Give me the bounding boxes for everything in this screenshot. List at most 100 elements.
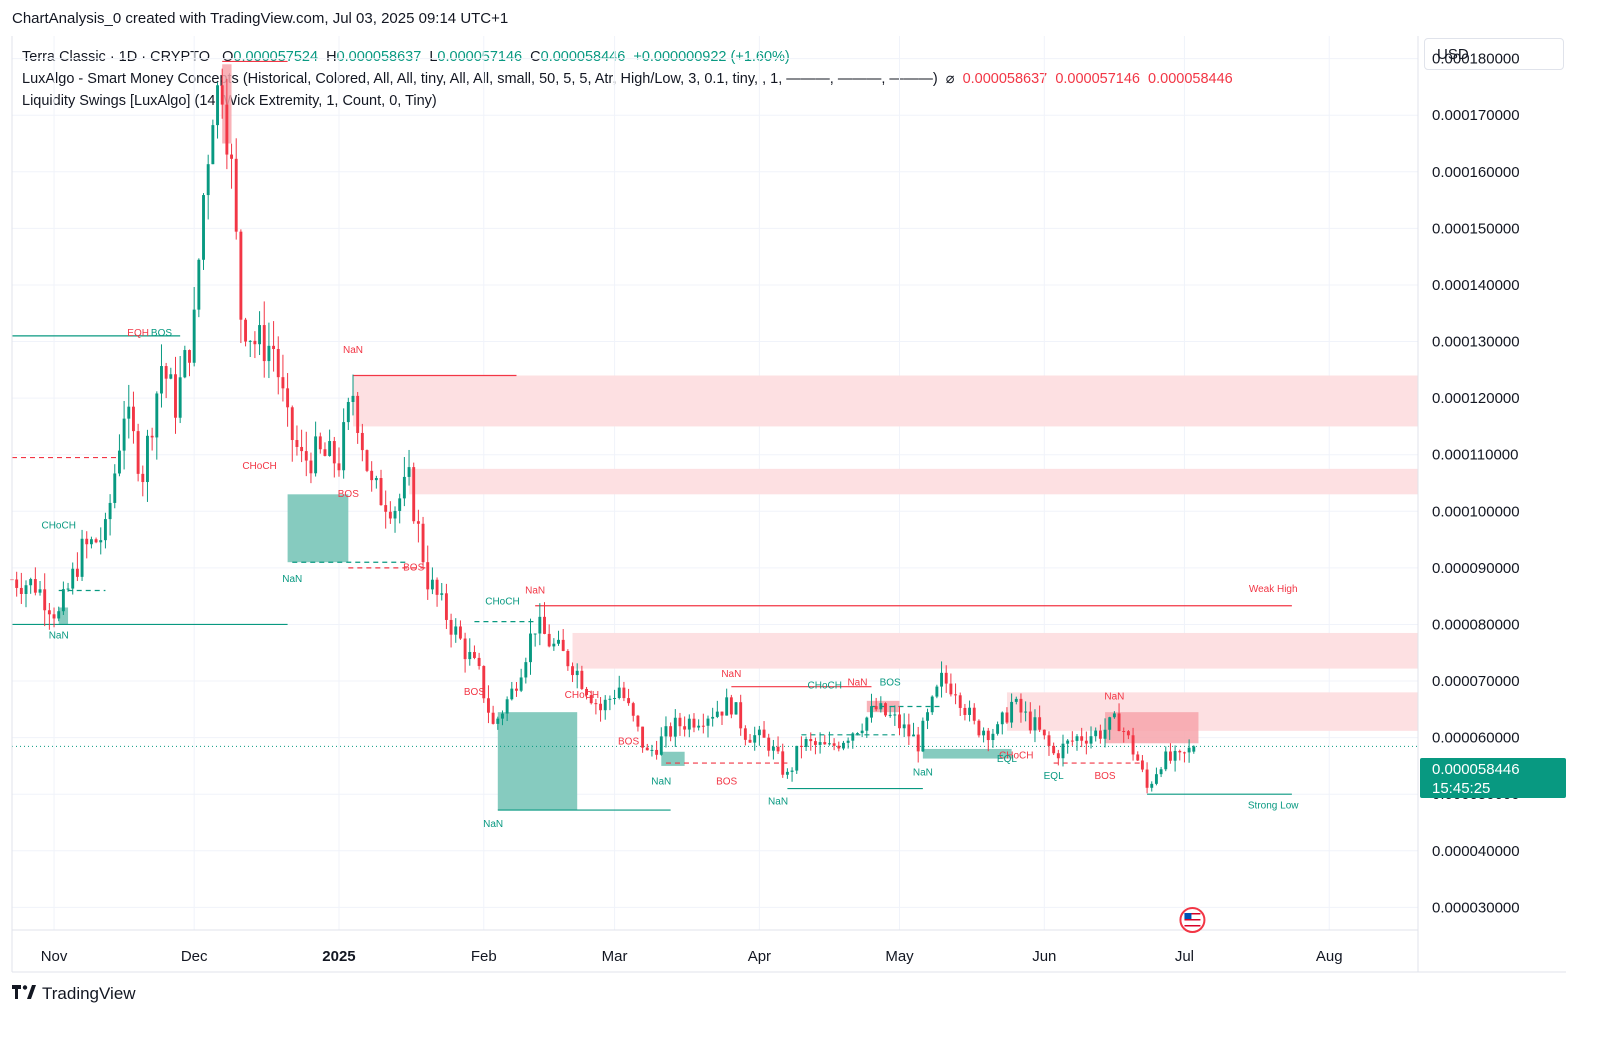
candle-body bbox=[323, 449, 327, 456]
annotation-strong-low: Strong Low bbox=[1248, 800, 1299, 811]
candle-body bbox=[921, 720, 925, 752]
candle bbox=[136, 423, 140, 482]
candle-body bbox=[430, 579, 434, 590]
candle-body bbox=[515, 688, 518, 691]
order-block-supply bbox=[1006, 692, 1418, 731]
order-block-demand bbox=[287, 494, 349, 563]
candle bbox=[440, 582, 444, 601]
candle bbox=[370, 461, 374, 492]
indicator-smc-label[interactable]: LuxAlgo - Smart Money Concepts (Historic… bbox=[22, 71, 938, 87]
candle-body bbox=[781, 751, 785, 775]
candle bbox=[501, 710, 504, 726]
y-tick-label: 0.000170000 bbox=[1432, 107, 1520, 124]
legend-indicator-smc[interactable]: LuxAlgo - Smart Money Concepts (Historic… bbox=[22, 68, 1233, 90]
candle-body bbox=[547, 633, 551, 647]
y-tick-label: 0.000090000 bbox=[1432, 560, 1520, 577]
candle-body bbox=[1056, 753, 1060, 759]
candle bbox=[613, 689, 617, 705]
candle-body bbox=[557, 639, 560, 644]
candle bbox=[865, 716, 869, 739]
candle-body bbox=[571, 666, 574, 676]
us-flag-icon bbox=[1179, 907, 1206, 933]
candle-body bbox=[641, 726, 645, 748]
candle-body bbox=[230, 154, 233, 159]
y-tick-label: 0.000030000 bbox=[1432, 899, 1520, 916]
y-tick-label: 0.000160000 bbox=[1432, 164, 1520, 181]
candle-body bbox=[902, 724, 906, 729]
open-label: O bbox=[222, 49, 234, 65]
candle-body bbox=[304, 451, 308, 461]
candle-body bbox=[1094, 730, 1098, 737]
candle-body bbox=[178, 377, 182, 418]
candle bbox=[188, 349, 191, 377]
candle-body bbox=[1145, 769, 1149, 788]
legend-symbol-row[interactable]: Terra Classic · 1D · CRYPTO O0.000057524… bbox=[22, 46, 1233, 68]
candle bbox=[636, 714, 640, 732]
candle bbox=[295, 425, 299, 456]
candle bbox=[804, 736, 808, 751]
candle-body bbox=[664, 726, 668, 737]
annotation-nan: NaN bbox=[1104, 692, 1124, 703]
candle-body bbox=[678, 717, 682, 727]
annotation-bos: BOS bbox=[1094, 771, 1115, 782]
candle-body bbox=[589, 695, 593, 704]
candle-body bbox=[202, 195, 205, 260]
candle bbox=[888, 706, 892, 718]
candle-body bbox=[1112, 713, 1116, 718]
candle bbox=[281, 354, 285, 402]
candle-body bbox=[1028, 711, 1032, 731]
candle bbox=[384, 490, 388, 529]
candle bbox=[645, 743, 649, 751]
high-label: H bbox=[326, 49, 337, 65]
candle bbox=[346, 397, 350, 430]
candle bbox=[169, 367, 173, 380]
candle-body bbox=[1187, 747, 1191, 753]
chart-grid bbox=[12, 36, 1418, 930]
candle bbox=[935, 684, 939, 699]
candle bbox=[972, 703, 976, 725]
candle-body bbox=[146, 435, 149, 483]
candle-body bbox=[220, 85, 224, 105]
x-tick-label: Mar bbox=[602, 948, 628, 965]
candle-body bbox=[912, 734, 915, 737]
candle-body bbox=[164, 366, 168, 379]
annotation-bos: BOS bbox=[880, 678, 901, 689]
candle bbox=[1112, 711, 1116, 719]
candle bbox=[748, 734, 752, 743]
currency-selector[interactable]: USD bbox=[1424, 38, 1564, 70]
candle bbox=[1042, 729, 1046, 740]
tradingview-logo[interactable]: TradingView bbox=[12, 984, 136, 1004]
candle bbox=[220, 68, 224, 119]
candle bbox=[29, 577, 33, 594]
candle-body bbox=[52, 614, 56, 619]
candle bbox=[762, 721, 766, 738]
candle-body bbox=[865, 717, 869, 731]
candle bbox=[510, 681, 514, 701]
candle bbox=[1033, 709, 1037, 743]
candle bbox=[155, 391, 159, 460]
candle-body bbox=[799, 745, 803, 747]
candle bbox=[608, 695, 612, 711]
candle bbox=[837, 741, 841, 752]
candle bbox=[351, 374, 355, 416]
candle-body bbox=[89, 539, 93, 545]
candle bbox=[669, 722, 673, 742]
annotation-weak-high: Weak High bbox=[1249, 584, 1298, 595]
candle bbox=[930, 695, 934, 715]
candle bbox=[416, 509, 420, 543]
candle-body bbox=[930, 696, 934, 713]
candle-body bbox=[487, 698, 490, 713]
candle bbox=[122, 400, 126, 470]
candle bbox=[1075, 734, 1079, 751]
candle bbox=[426, 545, 430, 600]
symbol-label[interactable]: Terra Classic · 1D · CRYPTO bbox=[22, 49, 210, 65]
x-tick-label: May bbox=[885, 948, 914, 965]
candle-body bbox=[603, 699, 607, 711]
candle bbox=[552, 638, 556, 651]
candle bbox=[24, 580, 28, 608]
candle-body bbox=[197, 259, 201, 310]
candle-body bbox=[239, 231, 243, 320]
candle-body bbox=[706, 718, 710, 726]
candle bbox=[1164, 746, 1168, 772]
